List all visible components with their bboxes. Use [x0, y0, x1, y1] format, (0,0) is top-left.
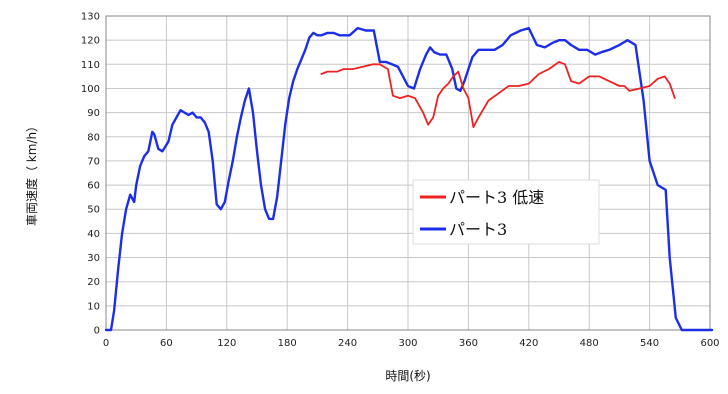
y-tick-label: 20 [87, 277, 100, 288]
legend-box [412, 179, 600, 245]
y-tick-label: 90 [87, 108, 100, 119]
x-tick-label: 240 [338, 338, 357, 349]
x-tick-label: 600 [700, 338, 719, 349]
tick-labels: 0 60 120 180 240 300 360 420 480 540 600 0 10 20 30 40 5… [81, 12, 720, 350]
y-axis-title: 車両速度（ km/h） [24, 120, 39, 226]
y-tick-label: 50 [87, 205, 100, 216]
y-tick-label: 60 [87, 181, 100, 192]
x-tick-label: 120 [217, 338, 236, 349]
grid-lines [105, 15, 711, 331]
x-tick-label: 360 [459, 338, 478, 349]
x-tick-label: 300 [398, 338, 417, 349]
legend-label-part3-low-speed: パート3 低速 [449, 188, 544, 207]
legend-label-part3: パート3 [449, 220, 507, 239]
x-tick-label: 540 [640, 338, 659, 349]
y-tick-label: 110 [81, 60, 100, 71]
x-tick-label: 180 [278, 338, 297, 349]
y-tick-label: 40 [87, 229, 100, 240]
y-tick-label: 100 [81, 84, 100, 95]
x-axis-title: 時間(秒) [385, 369, 430, 383]
series-part3-low-speed-line [320, 61, 676, 128]
series-part3-line [104, 26, 714, 332]
y-tick-label: 130 [81, 12, 100, 23]
y-tick-label: 80 [87, 132, 100, 143]
x-tick-label: 480 [580, 338, 599, 349]
plot-area [105, 15, 711, 331]
y-tick-label: 70 [87, 156, 100, 167]
y-tick-label: 0 [94, 326, 100, 337]
series-lines [104, 26, 714, 332]
x-tick-label: 60 [160, 338, 173, 349]
x-tick-label: 0 [103, 338, 109, 349]
y-tick-label: 30 [87, 253, 100, 264]
y-tick-label: 120 [81, 36, 100, 47]
legend: パート3 低速 パート3 [412, 179, 600, 245]
y-tick-label: 10 [87, 301, 100, 312]
x-tick-label: 420 [519, 338, 538, 349]
